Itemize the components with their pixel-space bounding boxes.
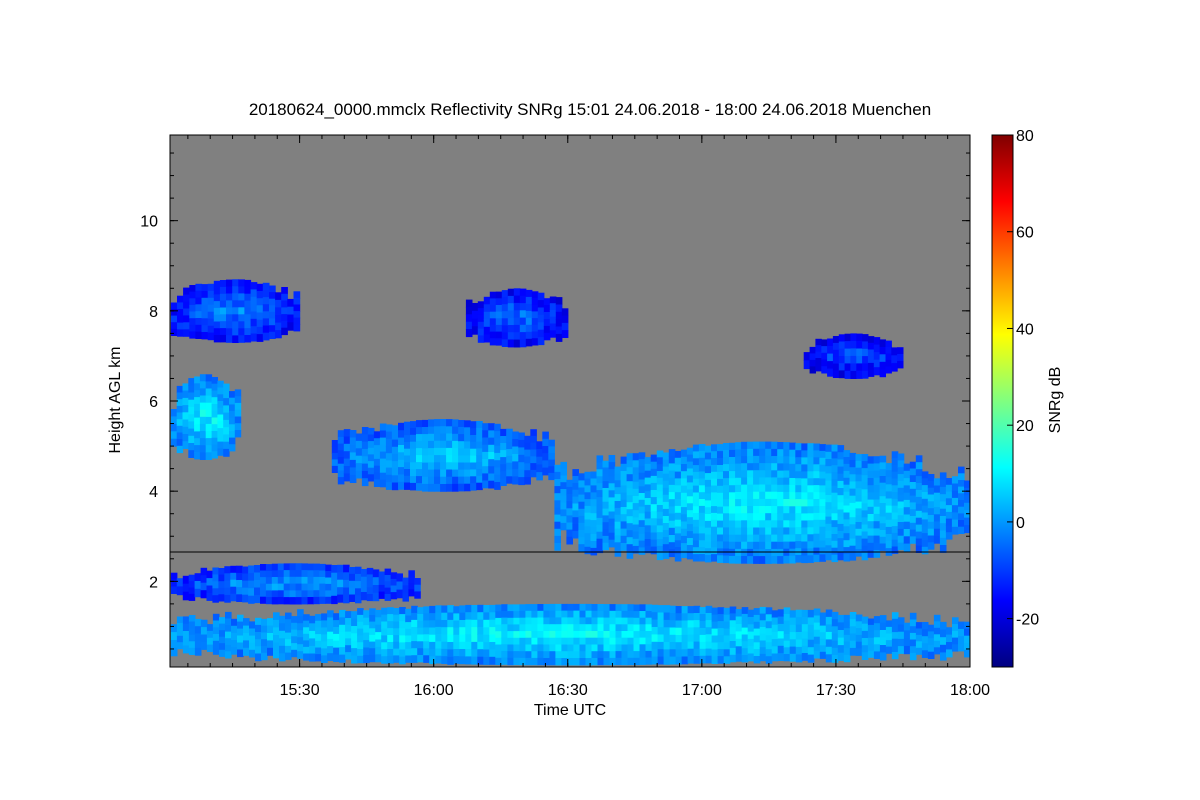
colorbar-tick-label: 0 [1016, 515, 1025, 532]
colorbar-tick-label: 60 [1016, 225, 1034, 242]
y-tick-label: 4 [149, 484, 158, 501]
y-tick-label: 8 [149, 304, 158, 321]
colorbar-axis: -20 0 20 40 60 80 [1007, 128, 1039, 629]
colorbar-tick-label: 80 [1016, 128, 1034, 145]
echo-region-mid-cloud-main [331, 419, 555, 492]
echo-region-upper-cloud-center [465, 288, 569, 348]
y-axis: 2 4 6 8 10 [140, 152, 970, 650]
colorbar [991, 134, 1014, 668]
x-axis-label: Time UTC [534, 702, 606, 719]
y-tick-label: 10 [140, 214, 158, 231]
y-axis-label: Height AGL km [107, 346, 124, 453]
colorbar-tick-label: -20 [1016, 612, 1039, 629]
y-tick-label: 2 [149, 574, 158, 591]
x-tick-label: 17:30 [816, 682, 856, 699]
x-tick-label: 18:00 [950, 682, 990, 699]
echo-region-mid-cloud-west [170, 374, 242, 460]
chart-title: 20180624_0000.mmclx Reflectivity SNRg 15… [249, 100, 931, 119]
colorbar-label: SNRg dB [1047, 367, 1064, 434]
x-tick-label: 16:30 [548, 682, 588, 699]
echo-layer [170, 279, 970, 666]
x-tick-label: 15:30 [280, 682, 320, 699]
echo-region-upper-cloud-west [170, 279, 301, 343]
y-tick-label: 6 [149, 394, 158, 411]
echo-region-low-layer-2km [170, 563, 421, 605]
echo-region-upper-cloud-east [803, 333, 904, 379]
echo-region-boundary-layer [170, 603, 970, 666]
x-tick-label: 17:00 [682, 682, 722, 699]
echo-region-mid-cloud-east [554, 441, 970, 564]
x-axis: 15:30 16:00 16:30 17:00 17:30 18:00 [187, 135, 990, 699]
colorbar-tick-label: 20 [1016, 418, 1034, 435]
x-tick-label: 16:00 [414, 682, 454, 699]
colorbar-tick-label: 40 [1016, 321, 1034, 338]
